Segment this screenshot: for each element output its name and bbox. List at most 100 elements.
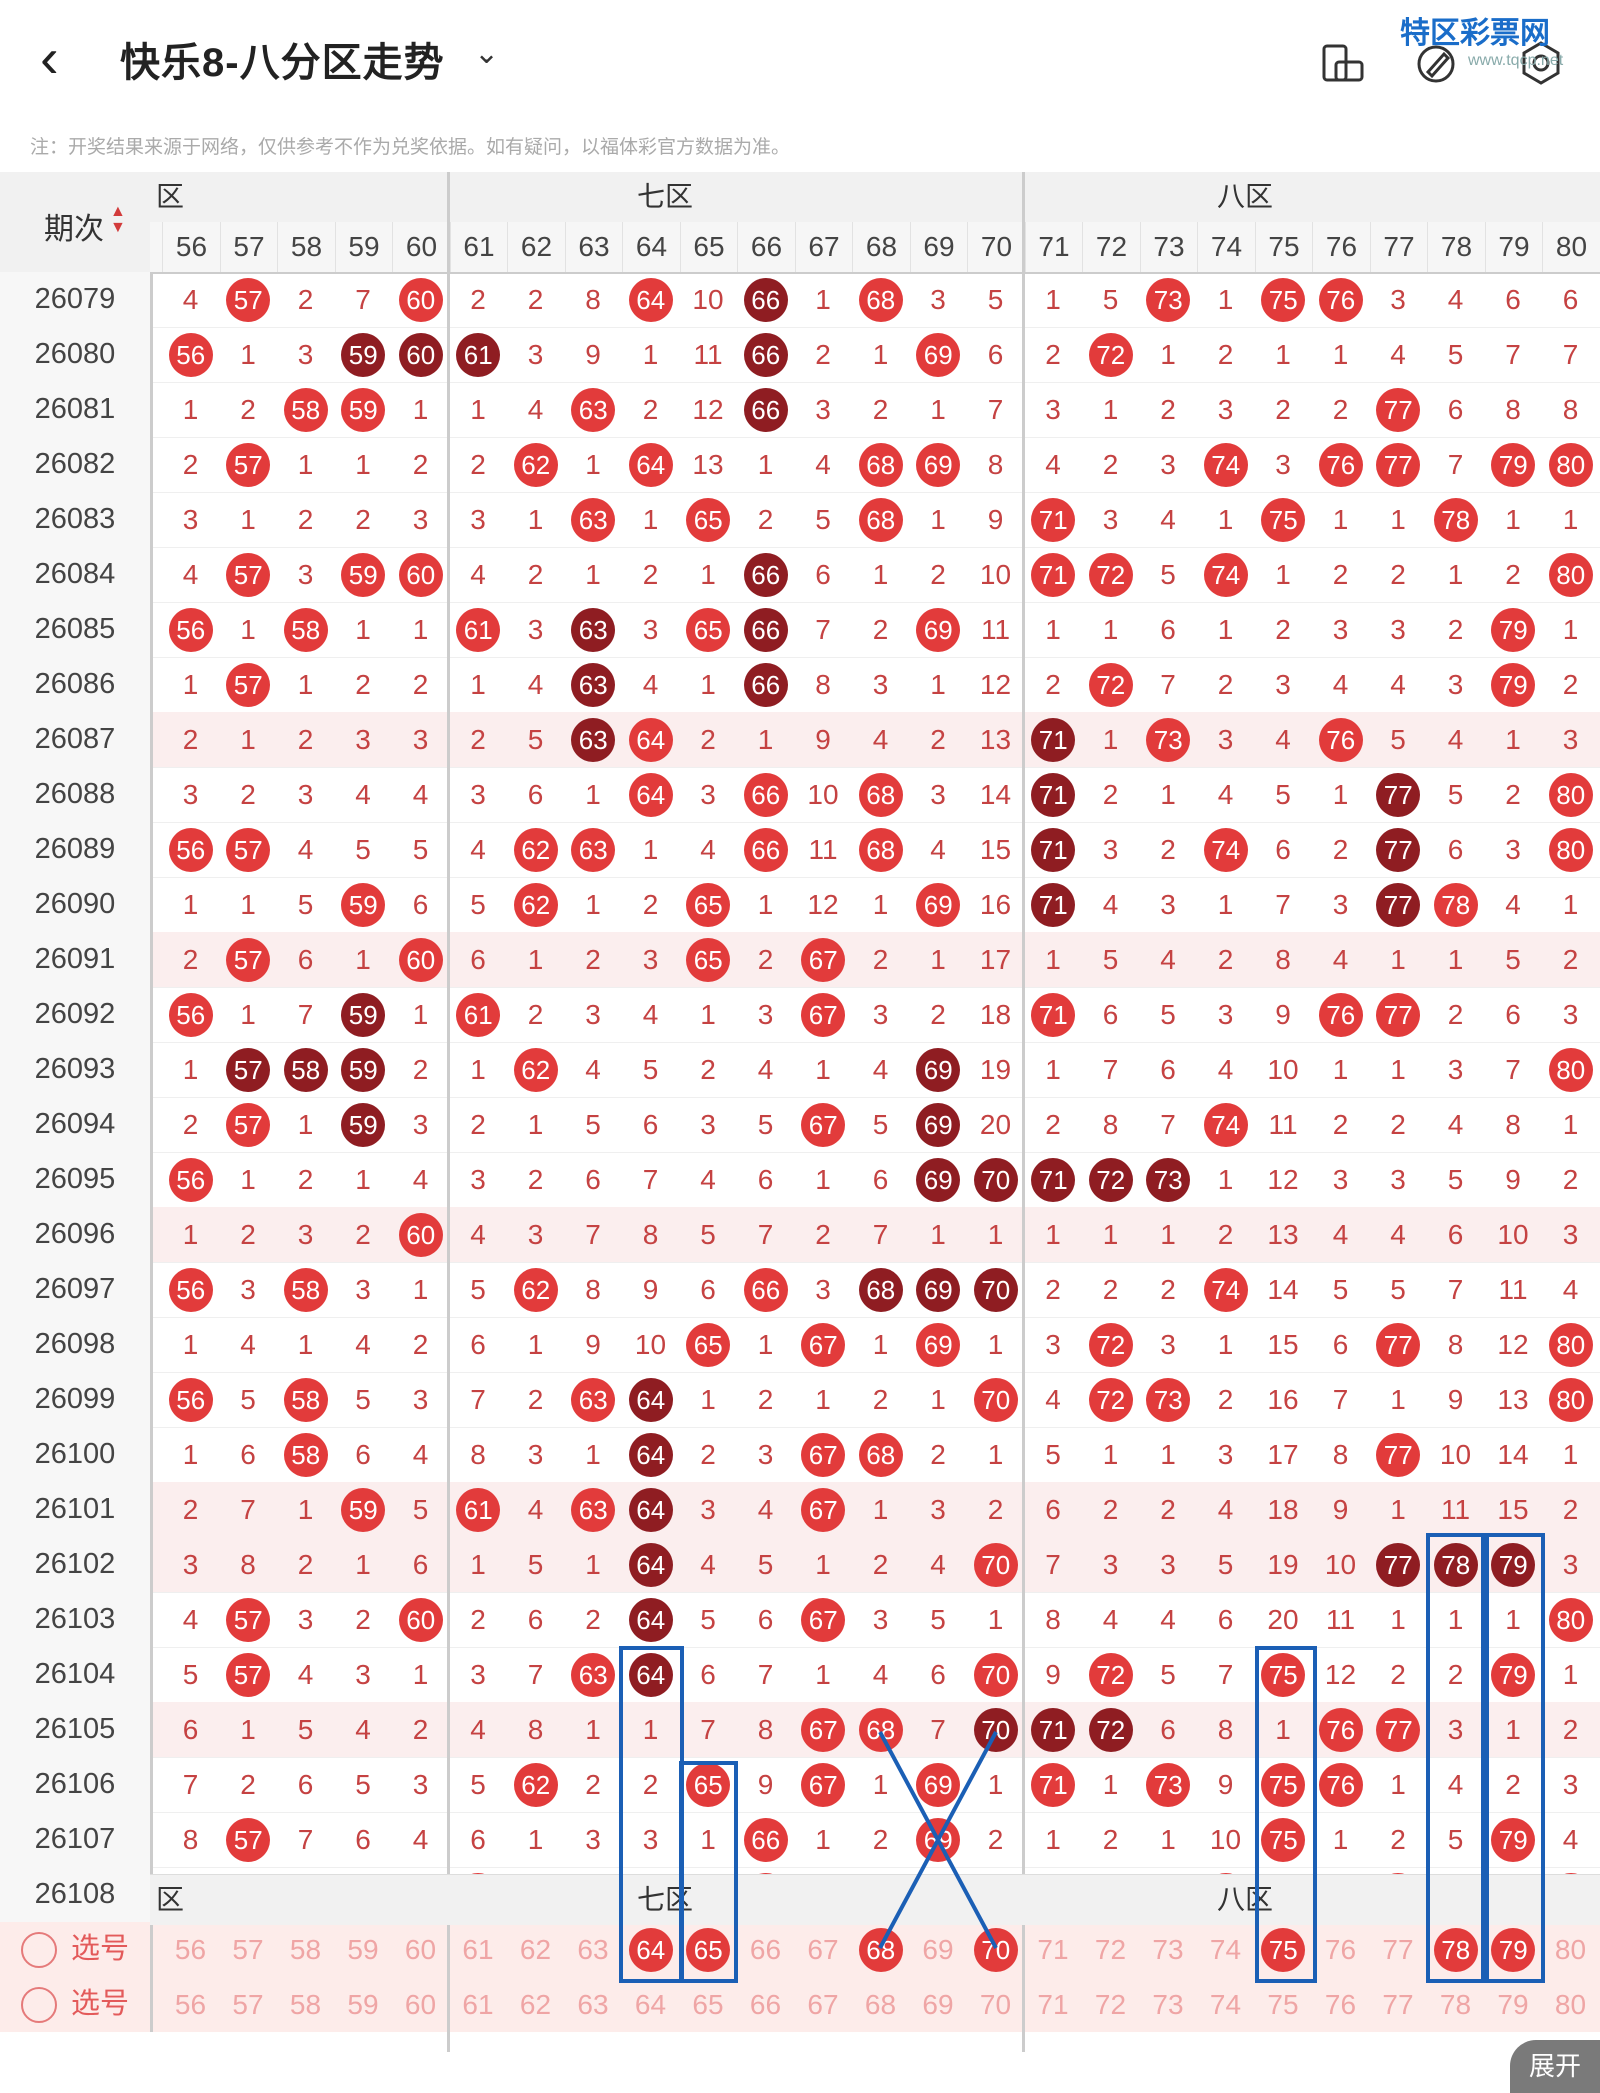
expand-button[interactable]: 展开: [1510, 2040, 1600, 2093]
selectable-number[interactable]: 80: [1554, 1989, 1587, 2020]
selectable-number[interactable]: 71: [1037, 1989, 1069, 2020]
selected-number-ball[interactable]: 78: [1433, 1928, 1478, 1972]
period-header[interactable]: 期次 ▲ ▼: [0, 172, 153, 272]
selected-number-ball[interactable]: 68: [858, 1928, 903, 1972]
selectable-number[interactable]: 75: [1267, 1989, 1299, 2020]
radio-circle-icon[interactable]: [20, 1987, 57, 2024]
selectable-number[interactable]: 80: [1554, 1934, 1587, 1965]
miss-count-cell: 1: [1045, 944, 1061, 975]
miss-count-cell: 1: [987, 1769, 1004, 1800]
selected-number-ball[interactable]: 70: [973, 1928, 1018, 1972]
pen-icon[interactable]: [1414, 40, 1460, 86]
miss-count-cell: 11: [1440, 1494, 1471, 1525]
selectable-number[interactable]: 61: [462, 1989, 494, 2020]
settings-icon[interactable]: [1518, 40, 1564, 86]
number-ball: 64: [628, 1488, 673, 1532]
selectable-number[interactable]: 70: [979, 1989, 1012, 2020]
selectable-number[interactable]: 63: [577, 1989, 609, 2020]
miss-count-cell: 4: [297, 834, 314, 865]
selectable-number[interactable]: 60: [404, 1989, 437, 2020]
miss-count-cell: 13: [1497, 1384, 1529, 1415]
number-ball: 66: [743, 333, 788, 377]
selectable-number[interactable]: 68: [864, 1989, 897, 2020]
selectable-number[interactable]: 77: [1382, 1989, 1414, 2020]
selectable-number[interactable]: 71: [1037, 1934, 1069, 1965]
selectable-number[interactable]: 72: [1094, 1934, 1127, 1965]
column-header-58: 58: [277, 222, 335, 272]
selectable-number[interactable]: 59: [347, 1989, 379, 2020]
selectable-number[interactable]: 74: [1209, 1989, 1242, 2020]
selectable-number[interactable]: 78: [1439, 1989, 1472, 2020]
selectable-number[interactable]: 63: [577, 1934, 609, 1965]
miss-count-cell: 2: [1390, 1824, 1406, 1855]
miss-count-cell: 4: [470, 559, 486, 590]
selected-number-ball[interactable]: 64: [628, 1928, 673, 1972]
miss-count-cell: 6: [1160, 1714, 1176, 1745]
selectable-number[interactable]: 65: [692, 1989, 724, 2020]
selectable-number[interactable]: 66: [749, 1989, 782, 2020]
selectable-number[interactable]: 73: [1152, 1934, 1184, 1965]
back-icon[interactable]: ‹: [40, 26, 59, 89]
selectable-number[interactable]: 57: [232, 1934, 264, 1965]
miss-count-cell: 3: [1160, 1329, 1176, 1360]
miss-count-cell: 3: [470, 779, 486, 810]
miss-count-cell: 1: [297, 449, 314, 480]
selectable-number[interactable]: 59: [347, 1934, 379, 1965]
miss-count-cell: 1: [240, 999, 256, 1030]
miss-count-cell: 1: [1505, 504, 1521, 535]
selectable-number[interactable]: 69: [922, 1934, 954, 1965]
miss-count-cell: 2: [470, 1109, 486, 1140]
miss-count-cell: 4: [527, 1494, 544, 1525]
miss-count-cell: 4: [470, 834, 486, 865]
miss-count-cell: 2: [1045, 1109, 1061, 1140]
miss-count-cell: 11: [1498, 1274, 1528, 1305]
number-ball: 72: [1088, 1323, 1133, 1367]
miss-count-cell: 2: [355, 669, 371, 700]
selectable-number[interactable]: 76: [1324, 1989, 1357, 2020]
miss-count-cell: 1: [1390, 944, 1406, 975]
miss-count-cell: 5: [815, 504, 831, 535]
selectable-number[interactable]: 57: [232, 1989, 264, 2020]
selected-number-ball[interactable]: 65: [686, 1928, 731, 1972]
miss-count-cell: 1: [1332, 504, 1349, 535]
selectable-number[interactable]: 62: [519, 1934, 552, 1965]
phone-rotate-icon[interactable]: [1320, 40, 1366, 86]
selectable-number[interactable]: 69: [922, 1989, 954, 2020]
selectable-number[interactable]: 60: [404, 1934, 437, 1965]
selectable-number[interactable]: 77: [1382, 1934, 1414, 1965]
selectable-number[interactable]: 67: [807, 1989, 839, 2020]
selected-number-ball[interactable]: 75: [1261, 1928, 1306, 1972]
miss-count-cell: 3: [1562, 724, 1579, 755]
chevron-down-icon[interactable]: ⌄: [474, 37, 500, 70]
select-label[interactable]: 选号: [0, 1977, 153, 2032]
miss-count-cell: 1: [1160, 1824, 1176, 1855]
selectable-number[interactable]: 74: [1209, 1934, 1242, 1965]
miss-count-cell: 7: [642, 1164, 659, 1195]
selectable-number[interactable]: 56: [174, 1989, 207, 2020]
miss-count-cell: 4: [757, 1054, 774, 1085]
selectable-number[interactable]: 62: [519, 1989, 552, 2020]
selectable-number[interactable]: 56: [174, 1934, 207, 1965]
miss-count-cell: 2: [987, 1494, 1004, 1525]
miss-count-cell: 2: [987, 1824, 1004, 1855]
column-header-78: 78: [1427, 222, 1485, 272]
sort-arrows-icon[interactable]: ▲ ▼: [110, 203, 126, 236]
selected-number-ball[interactable]: 79: [1491, 1928, 1536, 1972]
radio-circle-icon[interactable]: [20, 1932, 57, 1969]
selectable-number[interactable]: 72: [1094, 1989, 1127, 2020]
selectable-number[interactable]: 73: [1152, 1989, 1184, 2020]
selectable-number[interactable]: 58: [289, 1989, 322, 2020]
zone-footer-8: 八区: [1216, 1884, 1273, 1915]
selectable-number[interactable]: 61: [462, 1934, 494, 1965]
number-ball: 61: [456, 608, 501, 652]
selectable-number[interactable]: 76: [1324, 1934, 1357, 1965]
selectable-number[interactable]: 67: [807, 1934, 839, 1965]
selectable-number[interactable]: 79: [1497, 1989, 1529, 2020]
select-label[interactable]: 选号: [0, 1922, 153, 1977]
selectable-number[interactable]: 66: [749, 1934, 782, 1965]
miss-count-cell: 1: [297, 1109, 314, 1140]
miss-count-cell: 1: [1217, 1329, 1234, 1360]
number-ball: 64: [628, 1598, 673, 1642]
selectable-number[interactable]: 58: [289, 1934, 322, 1965]
selectable-number[interactable]: 64: [634, 1989, 667, 2020]
